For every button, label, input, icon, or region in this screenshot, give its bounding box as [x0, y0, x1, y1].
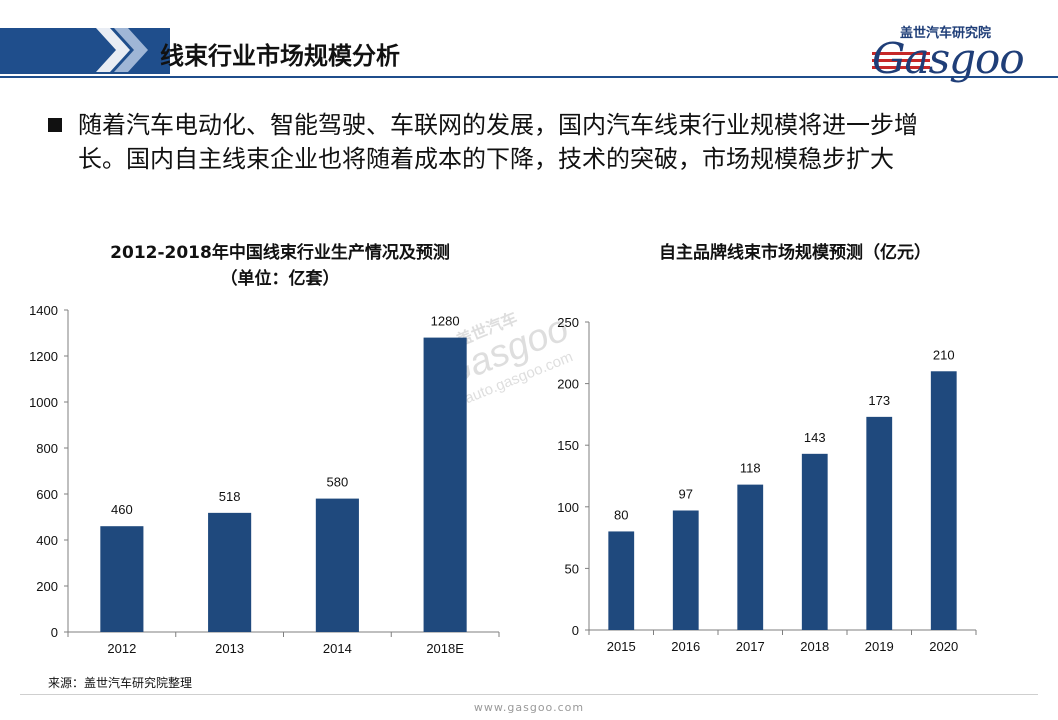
chart1-title-line1: 2012-2018年中国线束行业生产情况及预测 [110, 243, 450, 263]
chart2-category-label: 2015 [607, 639, 636, 654]
chart2-bar-2018 [801, 453, 828, 630]
chart1: 0 200 400 600 800 1000 1200 1400 460 2012 518 2013 5… [29, 303, 500, 656]
chart2-category-label: 2019 [865, 639, 894, 654]
chart2-bar-2016 [672, 510, 699, 630]
chart2-bar-2015 [608, 531, 635, 630]
chart2-y-tick-label: 150 [557, 438, 579, 453]
chart2-bar-2019 [866, 416, 893, 630]
chart1-y-tick-label: 800 [36, 441, 58, 456]
chart2-y-tick-label: 0 [572, 623, 579, 638]
bullet-paragraph: 随着汽车电动化、智能驾驶、车联网的发展，国内汽车线束行业规模将进一步增 长。国内… [48, 108, 1028, 176]
chevron-decoration-icon [96, 28, 148, 72]
chart1-y-tick-label: 1200 [29, 349, 58, 364]
chart1-y-tick-label: 400 [36, 533, 58, 548]
chart1-data-label: 460 [111, 502, 133, 517]
chart1-title-line2: （单位：亿套） [220, 269, 340, 289]
chart1-category-label: 2013 [215, 641, 244, 656]
chart1-data-label: 1280 [431, 314, 460, 329]
page-title: 线束行业市场规模分析 [160, 42, 400, 70]
chart1-bar-2018E [423, 337, 467, 632]
chart2-category-label: 2020 [929, 639, 958, 654]
chart1-category-label: 2014 [323, 641, 352, 656]
chart1-y-tick-label: 200 [36, 579, 58, 594]
chart2-category-label: 2018 [800, 639, 829, 654]
chart2-y-tick-label: 50 [565, 561, 579, 576]
gasgoo-logo: 盖世汽车研究院 Gasgoo [872, 22, 1042, 83]
header-rule [0, 76, 1058, 78]
chart2-bar-2020 [930, 371, 957, 630]
logo-en-text: Gasgoo [872, 34, 1025, 83]
chart2: 0 50 100 150 200 250 80 2015 97 2016 118 2017 143 201… [557, 315, 977, 654]
footer-url: www.gasgoo.com [473, 701, 585, 714]
chart1-bar-2013 [208, 512, 252, 632]
chart1-category-label: 2018E [426, 641, 464, 656]
bullet-line-2: 长。国内自主线束企业也将随着成本的下降，技术的突破，市场规模稳步扩大 [78, 145, 894, 173]
chart2-y-tick-label: 100 [557, 500, 579, 515]
chart1-y-tick-label: 600 [36, 487, 58, 502]
chart1-data-label: 518 [219, 489, 241, 504]
chart1-y-tick-label: 0 [51, 625, 58, 640]
logo-cn-text: 盖世汽车研究院 [900, 26, 992, 41]
chart2-data-label: 118 [740, 461, 761, 476]
chart2-data-label: 80 [614, 507, 628, 522]
chart2-data-label: 173 [868, 393, 890, 408]
chart1-bar-2014 [315, 498, 359, 632]
chart1-title: 2012-2018年中国线束行业生产情况及预测 （单位：亿套） [40, 240, 520, 292]
chart1-y-tick-label: 1400 [29, 303, 58, 318]
footer-rule [20, 694, 1038, 695]
chart2-title: 自主品牌线束市场规模预测（亿元） [560, 240, 1030, 266]
chart2-title-line1: 自主品牌线束市场规模预测（亿元） [659, 243, 931, 263]
chart2-category-label: 2017 [736, 639, 765, 654]
chart1-y-tick-label: 1000 [29, 395, 58, 410]
source-note: 来源：盖世汽车研究院整理 [48, 676, 193, 690]
chart2-bar-2017 [737, 484, 764, 630]
chart1-data-label: 580 [327, 475, 349, 490]
chart2-data-label: 97 [679, 486, 693, 501]
chart1-bar-2012 [100, 526, 144, 632]
chart2-y-tick-label: 200 [557, 377, 579, 392]
chart1-category-label: 2012 [107, 641, 136, 656]
logo-stripes-icon [872, 52, 930, 69]
bullet-line-1: 随着汽车电动化、智能驾驶、车联网的发展，国内汽车线束行业规模将进一步增 [78, 111, 918, 139]
chart2-category-label: 2016 [671, 639, 700, 654]
bullet-square-icon [48, 118, 62, 132]
chart2-y-tick-label: 250 [557, 315, 579, 330]
chart2-data-label: 143 [804, 430, 826, 445]
chart2-data-label: 210 [933, 347, 955, 362]
